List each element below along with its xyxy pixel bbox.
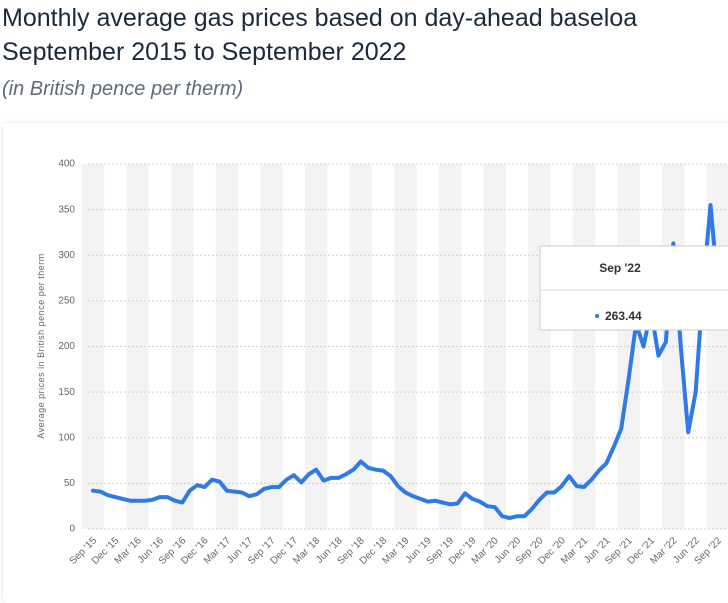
y-tick-label: 350 xyxy=(58,204,75,215)
chart-title: Monthly average gas prices based on day-… xyxy=(2,4,638,32)
band xyxy=(528,164,551,529)
tooltip-box xyxy=(539,245,728,331)
tooltip-value: 263.44 xyxy=(605,309,642,323)
tooltip-title: Sep '22 xyxy=(599,261,641,275)
y-tick-label: 200 xyxy=(58,341,75,352)
y-tick-label: 0 xyxy=(69,524,75,535)
y-tick-label: 400 xyxy=(58,159,75,170)
y-tick-label: 150 xyxy=(58,387,75,398)
page: {"chart_data": { "type": "line", "title"… xyxy=(2,4,728,567)
tooltip-bullet xyxy=(595,314,599,318)
line xyxy=(91,203,720,521)
chart-subtitle: (in British pence per therm) xyxy=(2,78,244,100)
y-tick-label: 250 xyxy=(58,296,75,307)
y-tick-label: 100 xyxy=(58,432,75,443)
band xyxy=(215,164,239,529)
y-axis-label: Average prices in British pence per ther… xyxy=(36,253,46,438)
band xyxy=(171,164,194,529)
y-tick-label: 50 xyxy=(64,478,76,489)
tooltip: Sep '22 263.44 xyxy=(539,245,728,331)
band xyxy=(483,164,506,529)
y-tick-label: 300 xyxy=(58,250,75,261)
chart-title: September 2015 to September 2022 xyxy=(2,38,407,66)
band xyxy=(260,164,283,529)
